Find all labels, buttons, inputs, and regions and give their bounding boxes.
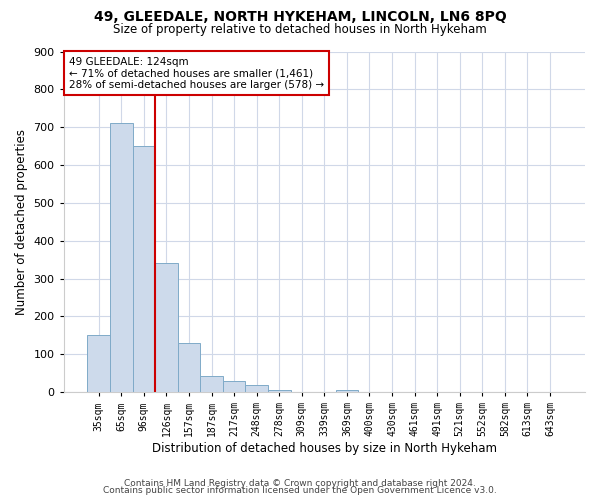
Bar	[133, 146, 155, 392]
Bar	[155, 264, 178, 392]
Bar	[110, 124, 133, 392]
Text: Size of property relative to detached houses in North Hykeham: Size of property relative to detached ho…	[113, 22, 487, 36]
Bar	[335, 390, 358, 392]
Text: Contains HM Land Registry data © Crown copyright and database right 2024.: Contains HM Land Registry data © Crown c…	[124, 478, 476, 488]
Bar	[223, 381, 245, 392]
Bar	[178, 343, 200, 392]
Text: 49 GLEEDALE: 124sqm
← 71% of detached houses are smaller (1,461)
28% of semi-det: 49 GLEEDALE: 124sqm ← 71% of detached ho…	[69, 56, 324, 90]
Y-axis label: Number of detached properties: Number of detached properties	[15, 129, 28, 315]
Bar	[245, 386, 268, 392]
Text: 49, GLEEDALE, NORTH HYKEHAM, LINCOLN, LN6 8PQ: 49, GLEEDALE, NORTH HYKEHAM, LINCOLN, LN…	[94, 10, 506, 24]
Bar	[268, 390, 290, 392]
Bar	[200, 376, 223, 392]
Bar	[88, 336, 110, 392]
X-axis label: Distribution of detached houses by size in North Hykeham: Distribution of detached houses by size …	[152, 442, 497, 455]
Text: Contains public sector information licensed under the Open Government Licence v3: Contains public sector information licen…	[103, 486, 497, 495]
